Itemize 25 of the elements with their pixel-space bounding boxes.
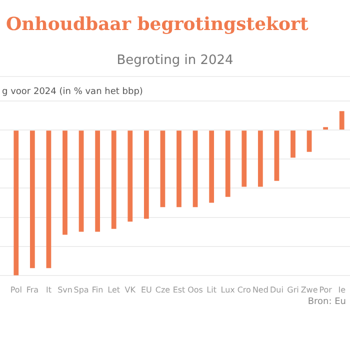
x-tick-label: Oos <box>188 285 203 294</box>
x-tick-label: Ie <box>338 285 346 294</box>
x-tick-label: Dui <box>270 285 284 294</box>
x-tick-label: Ned <box>252 285 268 294</box>
x-tick-label: EU <box>140 285 152 294</box>
chart-subtitle: Begroting in 2024 <box>116 53 234 68</box>
chart-title: Onhoudbaar begrotingstekort <box>5 13 310 35</box>
x-tick-label: Lux <box>220 285 236 294</box>
x-tick-label: Lit <box>206 285 216 294</box>
x-tick-label: Cze <box>155 285 170 294</box>
x-tick-label: Cro <box>237 285 252 294</box>
x-tick-label: VK <box>124 285 136 294</box>
x-tick-label: Let <box>108 285 120 294</box>
text: Bron: Eu <box>306 297 347 307</box>
x-tick-label: Svn <box>58 285 72 294</box>
x-tick-label: Pol <box>10 285 22 294</box>
x-tick-label: Zwe <box>300 285 318 294</box>
x-tick-label: Gri <box>287 285 299 294</box>
y-axis-title: g voor 2024 (in % van het bbp) <box>0 76 350 97</box>
x-tick-label: Fin <box>92 285 104 294</box>
x-tick-label: Por <box>319 285 333 294</box>
x-tick-label: Fra <box>26 285 39 294</box>
x-tick-label: Spa <box>74 285 89 294</box>
x-tick-label: It <box>46 285 52 294</box>
x-tick-label: Est <box>172 285 186 294</box>
